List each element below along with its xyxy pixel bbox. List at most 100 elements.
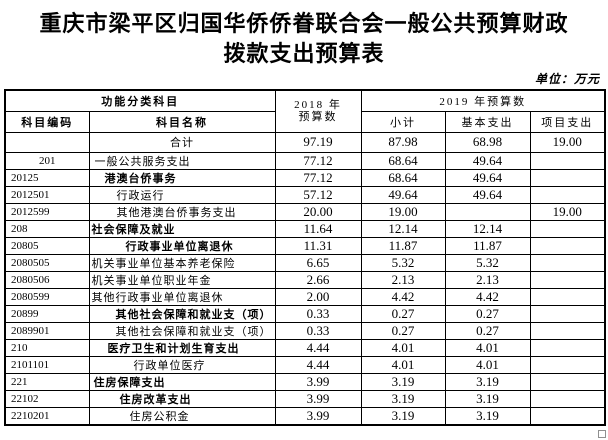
subject-code-cell: 2012599 [4,202,90,221]
subtotal-2019-cell: 68.64 [360,168,446,187]
subject-name-cell: 社会保障及就业 [88,219,276,238]
subtotal-2019-cell: 87.98 [360,131,446,153]
basic-expense-cell: 49.64 [444,151,531,170]
budget-2018-cell: 3.99 [274,389,362,408]
project-expense-cell: 19.00 [529,131,606,153]
basic-expense-cell: 11.87 [444,236,531,255]
subject-code-cell: 2089901 [4,321,90,340]
budget-2018-cell: 6.65 [274,253,362,272]
project-expense-cell [529,168,606,187]
table-row: 210 医疗卫生和计划生育支出 4.44 4.01 4.01 [4,338,606,357]
subject-name-cell: 合计 [88,131,276,153]
subtotal-2019-cell: 4.01 [360,338,446,357]
table-row: 20125 港澳台侨事务 77.12 68.64 49.64 [4,168,606,187]
table-row: 2080506 机关事业单位职业年金 2.66 2.13 2.13 [4,270,606,289]
project-expense-cell [529,338,606,357]
subject-name-cell: 其他行政事业单位离退休 [88,287,276,306]
subtotal-2019-cell: 3.19 [360,389,446,408]
basic-expense-cell: 3.19 [444,389,531,408]
subject-code-cell: 20899 [4,304,90,323]
header-row-1: 功能分类科目 2018 年预算数 2019 年预算数 [4,89,606,133]
project-expense-cell [529,287,606,306]
table-row: 20899 其他社会保障和就业支（项） 0.33 0.27 0.27 [4,304,606,323]
header-2018-line2: 预算数 [298,111,338,124]
subtotal-2019-cell: 3.19 [360,372,446,391]
budget-2018-cell: 4.44 [274,338,362,357]
budget-table: 功能分类科目 2018 年预算数 2019 年预算数 科目编码 科目名称 小计 … [4,89,607,426]
table-row: 22102 住房改革支出 3.99 3.19 3.19 [4,389,606,408]
subject-code-cell: 221 [4,372,90,391]
table-row: 2089901 其他社会保障和就业支（项） 0.33 0.27 0.27 [4,321,606,340]
budget-2018-cell: 97.19 [274,131,362,153]
budget-table-header: 功能分类科目 2018 年预算数 2019 年预算数 科目编码 科目名称 小计 … [4,89,606,133]
project-expense-cell [529,270,606,289]
subject-code-cell: 20805 [4,236,90,255]
budget-2018-cell: 4.44 [274,355,362,374]
subtotal-2019-cell: 0.27 [360,321,446,340]
subtotal-2019-cell: 5.32 [360,253,446,272]
subtotal-2019-cell: 4.42 [360,287,446,306]
subject-code-cell: 22102 [4,389,90,408]
budget-2018-cell: 57.12 [274,185,362,204]
subject-name-cell: 行政事业单位离退休 [88,236,276,255]
basic-expense-cell: 5.32 [444,253,531,272]
subject-code-cell [4,131,90,153]
subject-name-cell: 住房保障支出 [88,372,276,391]
subtotal-2019-cell: 11.87 [360,236,446,255]
table-row: 2210201 住房公积金 3.99 3.19 3.19 [4,406,606,425]
subject-name-cell: 机关事业单位职业年金 [88,270,276,289]
table-row: 2101101 行政单位医疗 4.44 4.01 4.01 [4,355,606,374]
subject-code-cell: 208 [4,219,90,238]
subject-code-cell: 2080599 [4,287,90,306]
subject-name-cell: 一般公共服务支出 [88,151,276,170]
subtotal-2019-cell: 19.00 [360,202,446,221]
budget-2018-cell: 3.99 [274,372,362,391]
project-expense-cell [529,355,606,374]
basic-expense-cell: 68.98 [444,131,531,153]
budget-2018-cell: 20.00 [274,202,362,221]
basic-expense-cell: 3.19 [444,372,531,391]
subtotal-2019-cell: 4.01 [360,355,446,374]
page-title-line1: 重庆市梁平区归国华侨侨眷联合会一般公共预算财政 [39,11,569,36]
subtotal-2019-cell: 68.64 [360,151,446,170]
table-row: 221 住房保障支出 3.99 3.19 3.19 [4,372,606,391]
subject-code-cell: 2210201 [4,406,90,425]
table-row: 201 一般公共服务支出 77.12 68.64 49.64 [4,151,606,170]
basic-expense-cell: 4.42 [444,287,531,306]
budget-2018-cell: 11.31 [274,236,362,255]
page-title-line2: 拨款支出预算表 [223,41,385,66]
budget-2018-cell: 2.66 [274,270,362,289]
project-expense-cell: 19.00 [529,202,606,221]
header-row-2: 科目编码 科目名称 小计 基本支出 项目支出 [4,110,606,133]
header-project-expense: 项目支出 [529,110,606,133]
project-expense-cell [529,253,606,272]
project-expense-cell [529,151,606,170]
table-row: 2012599 其他港澳台侨事务支出 20.00 19.00 19.00 [4,202,606,221]
basic-expense-cell: 49.64 [444,185,531,204]
project-expense-cell [529,321,606,340]
basic-expense-cell: 12.14 [444,219,531,238]
subject-code-cell: 2101101 [4,355,90,374]
basic-expense-cell: 0.27 [444,304,531,323]
header-basic-expense: 基本支出 [444,110,531,133]
budget-2018-cell: 0.33 [274,304,362,323]
subtotal-2019-cell: 12.14 [360,219,446,238]
subject-code-cell: 2080505 [4,253,90,272]
subtotal-2019-cell: 0.27 [360,304,446,323]
table-row: 2012501 行政运行 57.12 49.64 49.64 [4,185,606,204]
subject-code-cell: 20125 [4,168,90,187]
table-row: 2080505 机关事业单位基本养老保险 6.65 5.32 5.32 [4,253,606,272]
project-expense-cell [529,372,606,391]
page-title: 重庆市梁平区归国华侨侨眷联合会一般公共预算财政 拨款支出预算表 [6,9,602,69]
subject-name-cell: 其他港澳台侨事务支出 [88,202,276,221]
project-expense-cell [529,406,606,425]
subject-name-cell: 其他社会保障和就业支（项） [88,304,276,323]
header-2018-line1: 2018 年 [294,98,342,111]
project-expense-cell [529,219,606,238]
basic-expense-cell: 3.19 [444,406,531,425]
subtotal-2019-cell: 2.13 [360,270,446,289]
unit-label: 单位：万元 [534,72,600,86]
table-row: 合计 97.19 87.98 68.98 19.00 [4,131,606,153]
budget-2018-cell: 0.33 [274,321,362,340]
basic-expense-cell: 49.64 [444,168,531,187]
